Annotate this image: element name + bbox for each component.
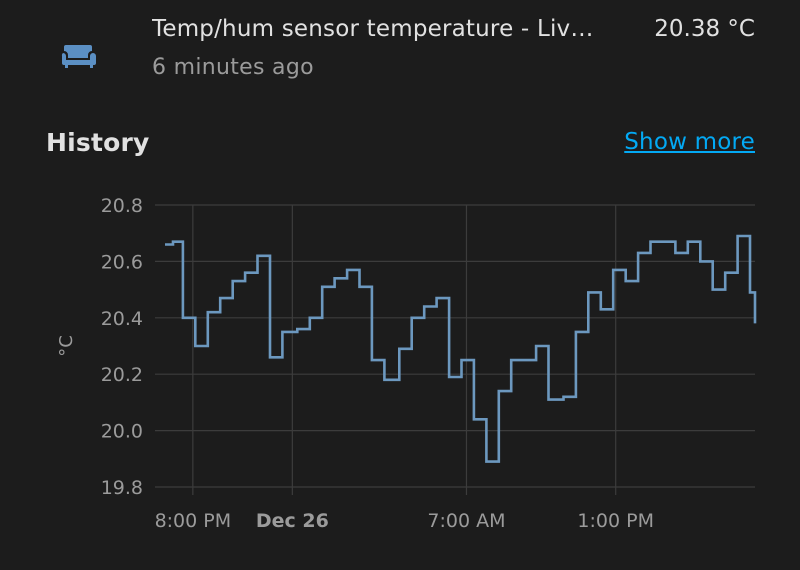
x-tick-label: 8:00 PM	[155, 510, 232, 532]
entity-row: Temp/hum sensor temperature - Liv… 6 min…	[0, 0, 800, 100]
y-tick-label: 20.4	[101, 308, 143, 330]
temperature-series-line	[165, 234, 757, 463]
x-tick-labels: 8:00 PM Dec 26 7:00 AM 1:00 PM	[155, 510, 654, 532]
x-tick-label: Dec 26	[256, 510, 329, 532]
history-title: History	[46, 128, 150, 157]
sofa-icon	[61, 45, 96, 68]
x-tick-label: 1:00 PM	[577, 510, 654, 532]
y-tick-label: 20.8	[101, 195, 143, 217]
last-changed-time: 6 minutes ago	[152, 55, 314, 80]
y-axis-label: °C	[56, 335, 77, 357]
show-more-link[interactable]: Show more	[624, 129, 755, 155]
y-tick-label: 20.6	[101, 251, 143, 273]
entity-state: 20.38 °C	[654, 16, 755, 42]
y-tick-label: 20.2	[101, 364, 143, 386]
series-group	[165, 234, 757, 463]
y-tick-label: 19.8	[101, 477, 143, 499]
y-tick-labels: 20.8 20.6 20.4 20.2 20.0 19.8	[101, 195, 143, 499]
y-tick-label: 20.0	[101, 421, 143, 443]
x-gridlines	[192, 205, 617, 495]
x-tick-label: 7:00 AM	[427, 510, 505, 532]
y-gridlines	[155, 204, 755, 488]
